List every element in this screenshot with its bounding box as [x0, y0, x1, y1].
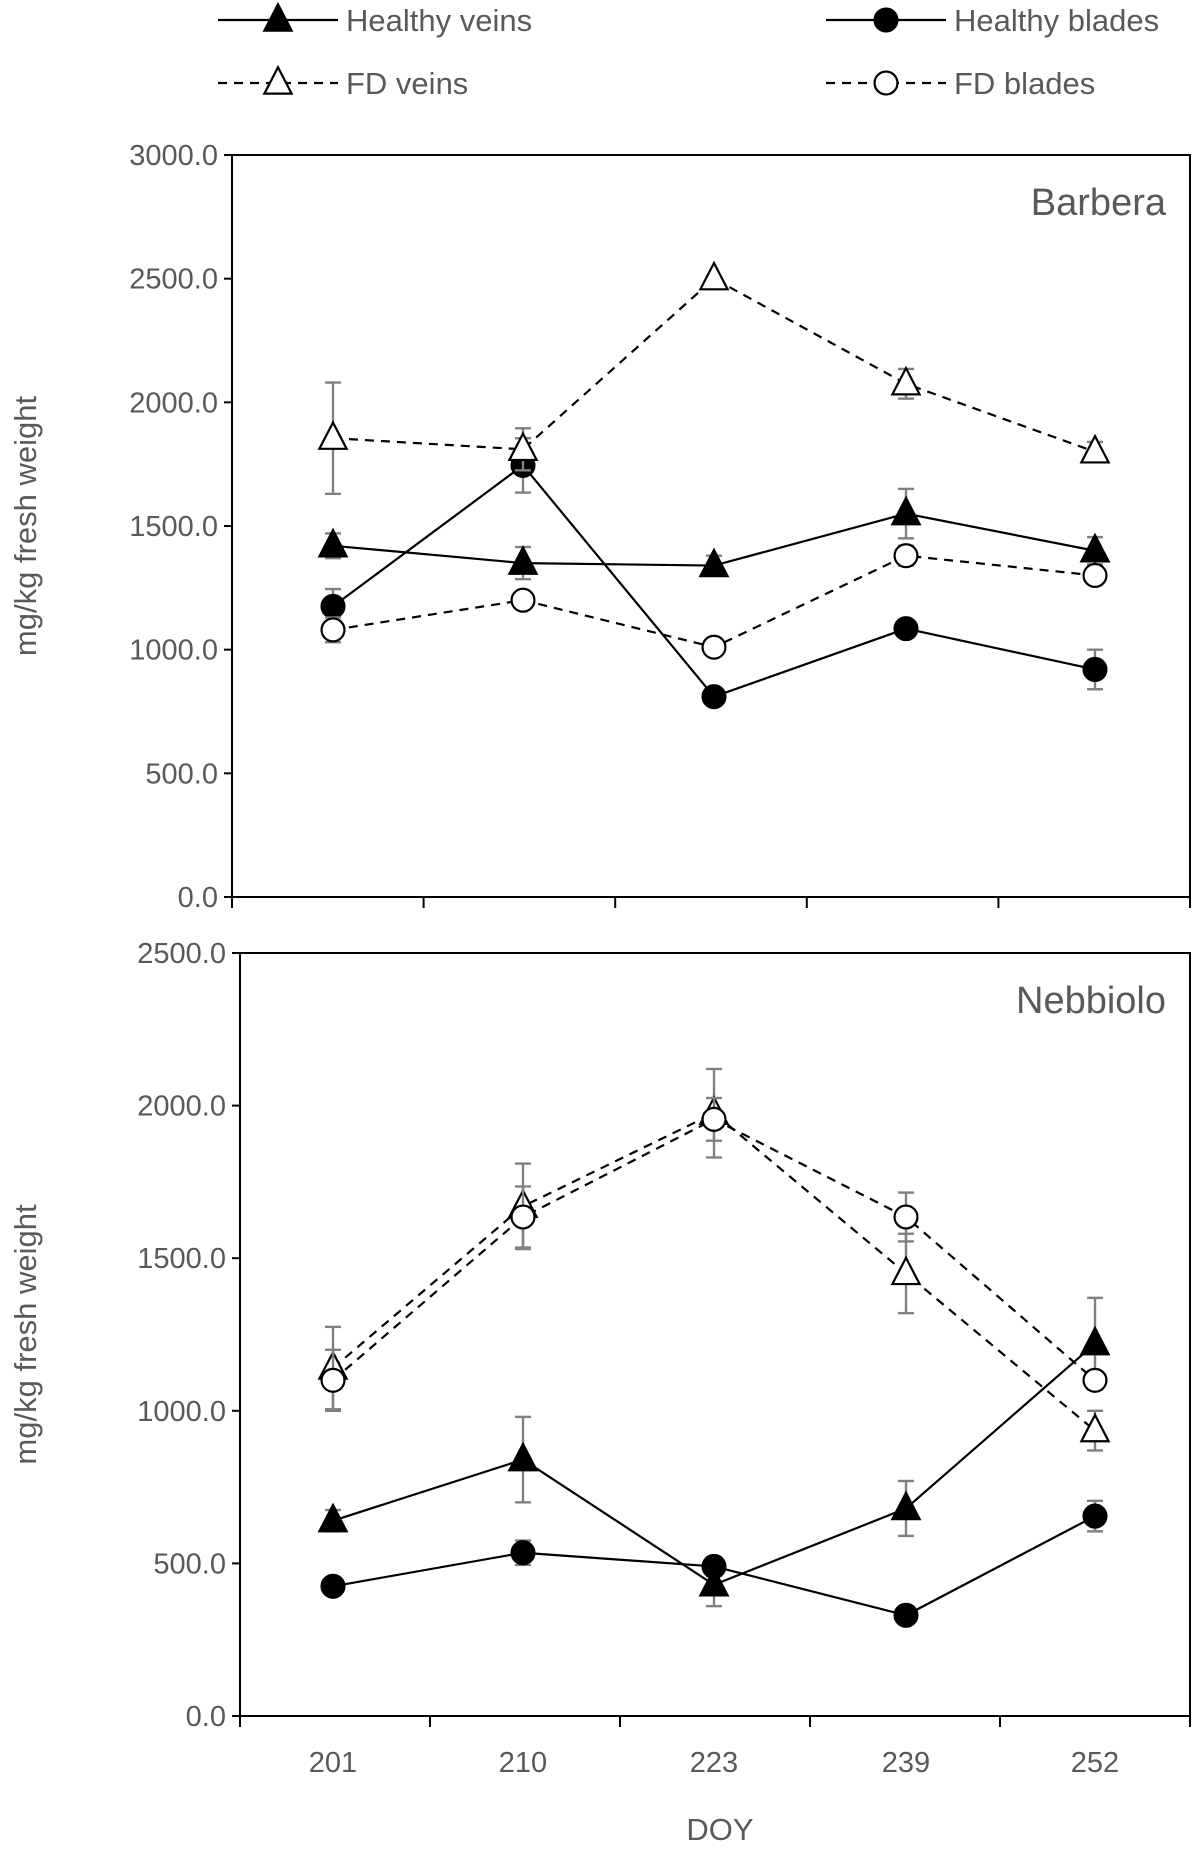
legend-item-fb: FD blades	[826, 66, 1095, 101]
data-point	[320, 593, 346, 619]
data-point	[1082, 656, 1108, 682]
y-axis-title: mg/kg fresh weight	[8, 1204, 43, 1465]
data-point	[317, 527, 349, 558]
y-tick-label: 3000.0	[129, 140, 218, 172]
series-hv	[317, 487, 1111, 581]
y-tick-label: 2500.0	[137, 938, 226, 970]
data-point	[890, 1490, 922, 1521]
data-point	[1079, 1412, 1111, 1443]
legend-label: Healthy veins	[346, 3, 532, 38]
data-point	[893, 1602, 919, 1628]
data-point	[698, 260, 730, 291]
legend-marker	[873, 7, 899, 33]
data-point	[507, 431, 539, 462]
data-point	[510, 587, 536, 613]
series-fb	[320, 1096, 1108, 1413]
data-point	[320, 617, 346, 643]
legend-item-hb: Healthy blades	[826, 3, 1159, 38]
series-line	[332, 277, 1096, 453]
legend-marker	[262, 1, 294, 32]
legend-item-fv: FD veins	[218, 64, 468, 101]
y-tick-label: 500.0	[153, 1548, 226, 1580]
series-line	[332, 1111, 1096, 1432]
panel-barbera: 0.0 500.0 1000.0 1500.0 2000.0 2500.0 3000.0 mg…	[8, 140, 1191, 914]
data-point	[890, 495, 922, 526]
legend-label: FD blades	[954, 66, 1095, 101]
panel-nebbiolo: 0.0 500.0 1000.0 1500.0 2000.0 2500.0 201 210 22…	[8, 938, 1191, 1779]
series-fb	[320, 543, 1108, 660]
data-point	[701, 684, 727, 710]
y-tick-label: 1500.0	[129, 511, 218, 543]
plot-frame	[239, 952, 1191, 1717]
plot-frame	[231, 154, 1191, 898]
y-tick-label: 0.0	[178, 882, 218, 914]
legend-marker	[262, 64, 294, 95]
data-point	[320, 1367, 346, 1393]
x-tick-label: 201	[309, 1747, 357, 1779]
data-point	[701, 1553, 727, 1579]
data-point	[893, 616, 919, 642]
y-tick-label: 0.0	[186, 1701, 226, 1733]
panel-title: Nebbiolo	[1016, 980, 1166, 1022]
legend-item-hv: Healthy veins	[218, 1, 532, 38]
y-tick-label: 1500.0	[137, 1243, 226, 1275]
legend-marker	[873, 70, 899, 96]
y-tick-label: 1000.0	[137, 1396, 226, 1428]
data-point	[507, 545, 539, 575]
data-point	[698, 547, 730, 578]
x-tick-label: 223	[690, 1747, 738, 1779]
data-point	[317, 420, 349, 450]
data-point	[1082, 1503, 1108, 1529]
data-point	[1079, 1325, 1111, 1356]
series-line	[332, 1342, 1096, 1586]
data-point	[893, 1204, 919, 1230]
data-point	[507, 1441, 539, 1472]
legend-label: FD veins	[346, 66, 468, 101]
x-tick-label: 210	[499, 1747, 547, 1779]
data-point	[1082, 1367, 1108, 1393]
legend-label: Healthy blades	[954, 3, 1159, 38]
data-point	[698, 1566, 730, 1597]
series-hb	[320, 1499, 1108, 1628]
data-point	[320, 1573, 346, 1599]
data-point	[890, 1255, 922, 1286]
series-fv	[317, 260, 1111, 496]
data-point	[1082, 562, 1108, 589]
data-point	[701, 634, 727, 660]
data-point	[317, 1502, 349, 1533]
series-line	[332, 463, 1096, 698]
y-tick-label: 2000.0	[129, 387, 218, 419]
data-point	[701, 1106, 727, 1132]
x-tick-label: 252	[1071, 1747, 1119, 1779]
data-point	[1079, 433, 1111, 464]
data-point	[893, 543, 919, 569]
x-tick-label: 239	[882, 1747, 930, 1779]
y-tick-label: 500.0	[145, 758, 218, 790]
y-tick-label: 2000.0	[137, 1091, 226, 1123]
data-point	[890, 365, 922, 396]
x-axis-title: DOY	[686, 1812, 753, 1847]
y-tick-label: 1000.0	[129, 635, 218, 667]
data-point	[510, 1540, 536, 1566]
data-point	[1079, 532, 1111, 563]
legend: Healthy veins Healthy blades FD veins FD bl…	[218, 1, 1159, 101]
y-axis-title: mg/kg fresh weight	[8, 396, 43, 657]
panel-title: Barbera	[1031, 182, 1167, 224]
y-tick-label: 2500.0	[129, 264, 218, 296]
data-point	[510, 1204, 536, 1230]
